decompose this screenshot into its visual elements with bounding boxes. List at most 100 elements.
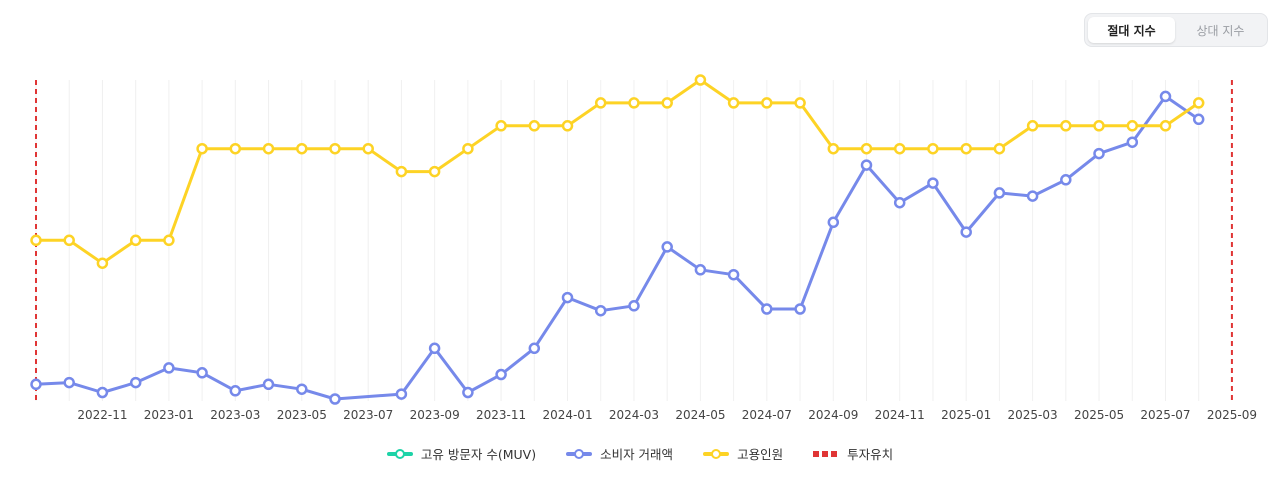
employees-data-point — [163, 234, 175, 247]
legend-item-employees[interactable]: 고용인원 — [703, 444, 783, 463]
employees-data-point — [860, 142, 873, 155]
employees-data-point — [362, 142, 374, 155]
consumer-data-point — [196, 367, 208, 379]
x-tick-label: 2023-01 — [144, 408, 194, 422]
consumer-data-point — [794, 303, 806, 315]
employees-data-point — [827, 142, 840, 155]
x-tick-label: 2024-03 — [609, 408, 659, 422]
employees-data-point — [794, 97, 806, 109]
series-lines — [30, 74, 1205, 405]
line-chart: 2022-11 2023-01 2023-03 2023-05 2023-07 2023-… — [30, 74, 1257, 422]
employees-data-point — [1060, 120, 1072, 132]
x-tick-label: 2024-07 — [742, 408, 792, 422]
x-tick-label: 2023-05 — [277, 408, 327, 422]
employees-data-point — [993, 142, 1006, 155]
consumer-data-point — [163, 362, 175, 374]
index-mode-toggle: 절대 지수 상대 지수 — [1084, 13, 1268, 47]
consumer-data-point — [694, 264, 707, 276]
legend-item-muv[interactable]: 고유 방문자 수(MUV) — [386, 444, 537, 463]
legend-label: 고유 방문자 수(MUV) — [420, 447, 537, 462]
consumer-data-point — [1192, 113, 1205, 126]
consumer-data-point — [495, 368, 507, 381]
employees-data-point — [528, 120, 541, 132]
employees-data-point — [561, 120, 574, 132]
consumer-data-point — [96, 386, 109, 399]
employees-data-point — [1159, 120, 1172, 132]
consumer-data-point — [1026, 190, 1039, 202]
employees-data-point — [694, 74, 707, 86]
consumer-data-point — [63, 376, 75, 389]
employees-series-line — [34, 78, 1201, 265]
x-tick-label: 2023-03 — [210, 408, 260, 422]
consumer-data-point — [1126, 136, 1139, 148]
consumer-data-point — [1159, 90, 1172, 103]
consumer-data-point — [893, 196, 906, 209]
consumer-data-point — [860, 159, 873, 171]
employees-data-point — [761, 97, 773, 109]
line-marker-icon — [386, 448, 413, 460]
legend-label: 고용인원 — [737, 447, 784, 462]
consumer-data-point — [395, 388, 408, 400]
consumer-data-point — [1060, 174, 1072, 186]
consumer-data-point — [329, 393, 341, 405]
employees-data-point — [96, 257, 109, 269]
employees-data-point — [462, 142, 474, 155]
employees-data-point — [229, 142, 242, 155]
x-tick-label: 2022-11 — [77, 408, 127, 422]
consumer-data-point — [827, 216, 840, 229]
consumer-data-point — [561, 291, 574, 304]
chart-legend: 고유 방문자 수(MUV) 소비자 거래액 고용인원 투자유치 — [0, 444, 1280, 463]
employees-data-point — [594, 97, 607, 109]
dashed-line-icon — [813, 448, 839, 460]
consumer-series-line — [34, 94, 1201, 401]
absolute-index-button[interactable]: 절대 지수 — [1088, 17, 1175, 43]
employees-data-point — [129, 234, 142, 247]
employees-data-point — [495, 120, 507, 132]
consumer-data-point — [262, 378, 275, 391]
employees-data-point — [893, 142, 906, 155]
x-tick-label: 2025-07 — [1140, 408, 1190, 422]
consumer-data-point — [727, 268, 740, 281]
employees-data-point — [1192, 97, 1205, 109]
consumer-data-point — [528, 342, 541, 355]
consumer-data-point — [960, 226, 972, 238]
consumer-data-point — [661, 241, 673, 253]
employees-data-point — [395, 165, 408, 178]
consumer-data-point — [761, 303, 773, 315]
legend-item-investment[interactable]: 투자유치 — [813, 444, 893, 463]
legend-label: 투자유치 — [847, 447, 894, 462]
x-tick-label: 2025-05 — [1074, 408, 1124, 422]
employees-data-point — [262, 142, 275, 155]
legend-item-consumer[interactable]: 소비자 거래액 — [566, 444, 673, 463]
x-tick-label: 2024-11 — [875, 408, 925, 422]
employees-data-point — [296, 142, 308, 155]
employees-data-point — [329, 142, 341, 155]
x-tick-label: 2024-05 — [675, 408, 725, 422]
x-tick-label: 2024-09 — [808, 408, 858, 422]
employees-data-point — [1093, 120, 1105, 132]
employees-data-point — [428, 165, 441, 178]
consumer-data-point — [993, 187, 1006, 199]
consumer-data-point — [129, 376, 142, 389]
consumer-data-point — [30, 378, 42, 391]
employees-data-point — [628, 97, 640, 109]
employees-data-point — [661, 97, 673, 109]
line-marker-icon — [703, 448, 730, 460]
x-tick-label: 2023-07 — [343, 408, 393, 422]
consumer-data-point — [1093, 147, 1105, 160]
x-tick-label: 2024-01 — [542, 408, 592, 422]
consumer-data-point — [229, 385, 242, 397]
employees-data-point — [927, 142, 939, 155]
employees-data-point — [63, 234, 75, 247]
x-axis: 2022-11 2023-01 2023-03 2023-05 2023-07 2023-… — [77, 408, 1257, 422]
consumer-data-point — [594, 304, 607, 317]
employees-data-point — [1126, 120, 1139, 132]
employees-data-point — [960, 142, 972, 155]
employees-data-point — [727, 97, 740, 109]
line-marker-icon — [566, 448, 593, 460]
relative-index-button[interactable]: 상대 지수 — [1196, 23, 1245, 38]
x-tick-label: 2025-09 — [1207, 408, 1257, 422]
x-tick-label: 2023-09 — [410, 408, 460, 422]
employees-data-point — [196, 142, 208, 155]
consumer-data-point — [927, 177, 939, 189]
